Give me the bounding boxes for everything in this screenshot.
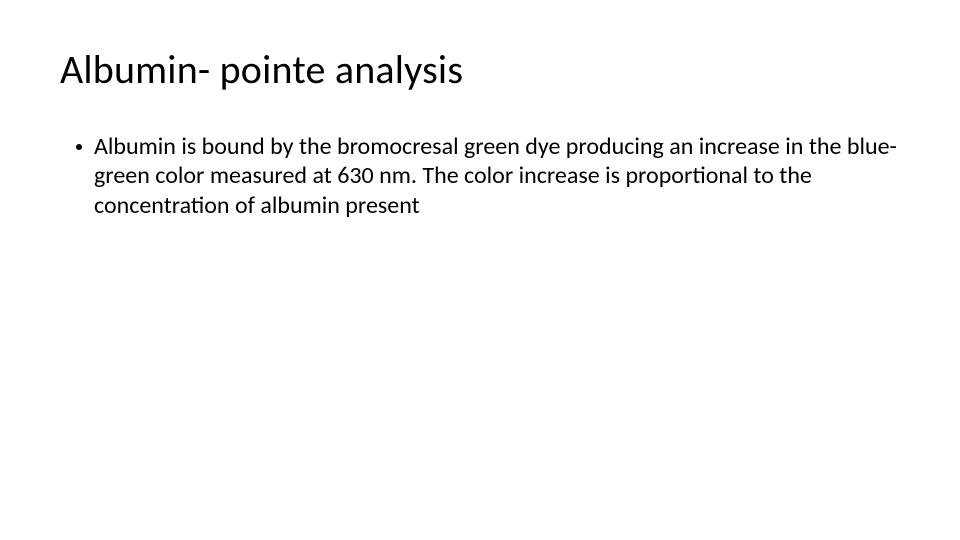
- bullet-dot-icon: [76, 144, 82, 150]
- bullet-item: Albumin is bound by the bromocresal gree…: [60, 132, 900, 220]
- slide: Albumin- pointe analysis Albumin is boun…: [0, 0, 960, 540]
- slide-body: Albumin is bound by the bromocresal gree…: [60, 132, 900, 220]
- bullet-text: Albumin is bound by the bromocresal gree…: [94, 132, 900, 220]
- slide-title: Albumin- pointe analysis: [60, 48, 900, 92]
